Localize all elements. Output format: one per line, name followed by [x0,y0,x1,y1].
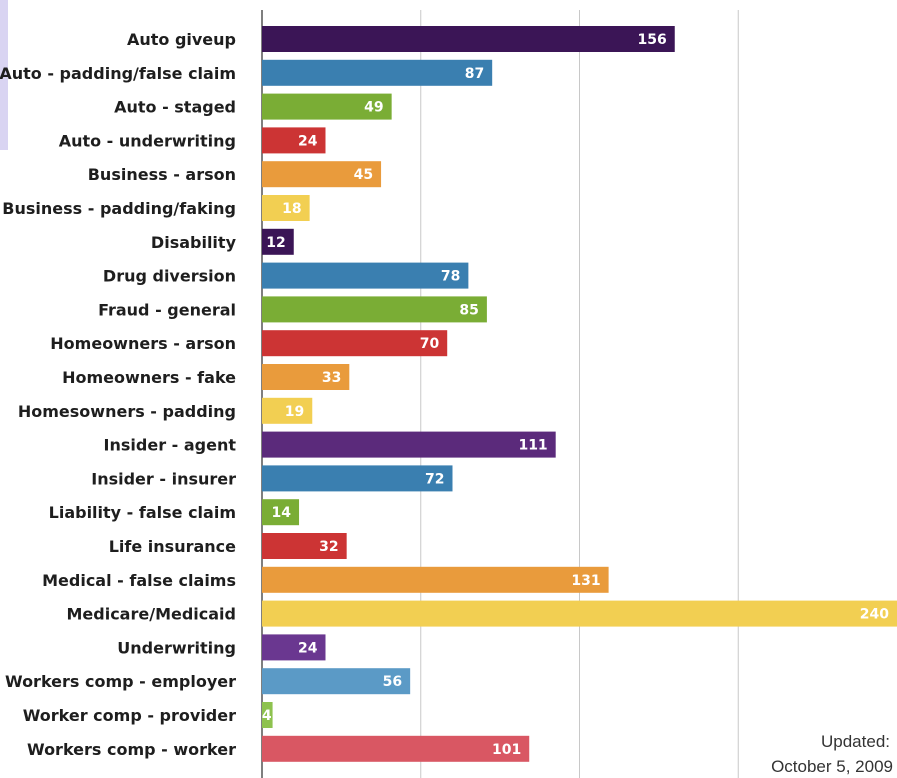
category-label: Insider - insurer [91,469,236,488]
bar [262,228,294,255]
value-label: 87 [465,66,484,82]
category-label: Auto - padding/false claim [0,64,236,83]
category-label: Insider - agent [104,436,237,455]
bar [262,668,411,695]
category-label: Worker comp - provider [23,706,236,725]
bar [262,499,300,526]
value-label: 24 [298,640,318,656]
value-labels: 156 87 49 24 45 18 12 78 85 70 33 19 111 72 14 32 131 240… [262,32,889,758]
category-label: Auto - underwriting [59,131,236,150]
category-label: Underwriting [117,638,236,657]
category-label: Business - arson [88,165,236,184]
value-label: 12 [266,235,285,251]
value-label: 19 [285,404,304,420]
value-label: 131 [571,573,600,589]
category-label: Fraud - general [98,300,236,319]
value-label: 14 [272,505,292,521]
bar [262,533,347,559]
value-label: 70 [420,336,440,352]
category-label: Disability [151,233,237,252]
bar [262,296,487,323]
value-label: 49 [364,100,383,116]
bar [262,93,392,120]
updated-date: October 5, 2009 [771,757,893,776]
value-label: 240 [860,607,889,623]
value-label: 111 [518,438,547,454]
bar [262,735,530,762]
updated-label: Updated: [821,732,890,751]
bar [262,702,273,728]
bar [262,465,453,492]
category-label: Homeowners - fake [62,368,236,387]
value-label: 101 [492,742,521,758]
bar [262,26,675,52]
value-label: 18 [282,201,301,217]
category-label: Business - padding/faking [2,199,236,218]
bar [262,262,469,289]
category-label: Drug diversion [103,267,236,286]
category-labels: Auto giveup Auto - padding/false claim Aut… [0,30,237,759]
value-label: 85 [459,302,478,318]
category-label: Auto - staged [114,98,236,117]
category-label: Auto giveup [127,30,236,49]
value-label: 24 [298,133,318,149]
category-label: Workers comp - worker [27,740,236,759]
bar [262,161,382,188]
grid-lines [261,10,739,778]
bar [262,397,313,424]
category-label: Homesowners - padding [18,402,236,421]
value-label: 156 [638,32,667,48]
category-label: Workers comp - employer [5,672,236,691]
value-label: 32 [319,539,338,555]
value-label: 33 [322,370,341,386]
category-label: Medical - false claims [42,571,236,590]
category-label: Medicare/Medicaid [66,605,236,624]
updated-note: Updated: October 5, 2009 [771,732,893,776]
bar [262,566,609,593]
value-label: 56 [383,674,402,690]
value-label: 78 [441,269,460,285]
value-label: 72 [425,471,444,487]
bar [262,364,350,390]
bar [262,195,310,221]
bar [262,634,326,661]
bar [262,330,448,357]
category-label: Liability - false claim [49,503,236,522]
category-label: Life insurance [109,537,236,556]
value-label: 45 [354,167,373,183]
bar [262,431,556,458]
bar [262,600,897,627]
value-label: 4 [262,708,272,724]
bar [262,127,326,154]
category-label: Homeowners - arson [50,334,236,353]
left-accent-strip [0,0,8,150]
bars [262,26,897,762]
bar [262,59,493,86]
